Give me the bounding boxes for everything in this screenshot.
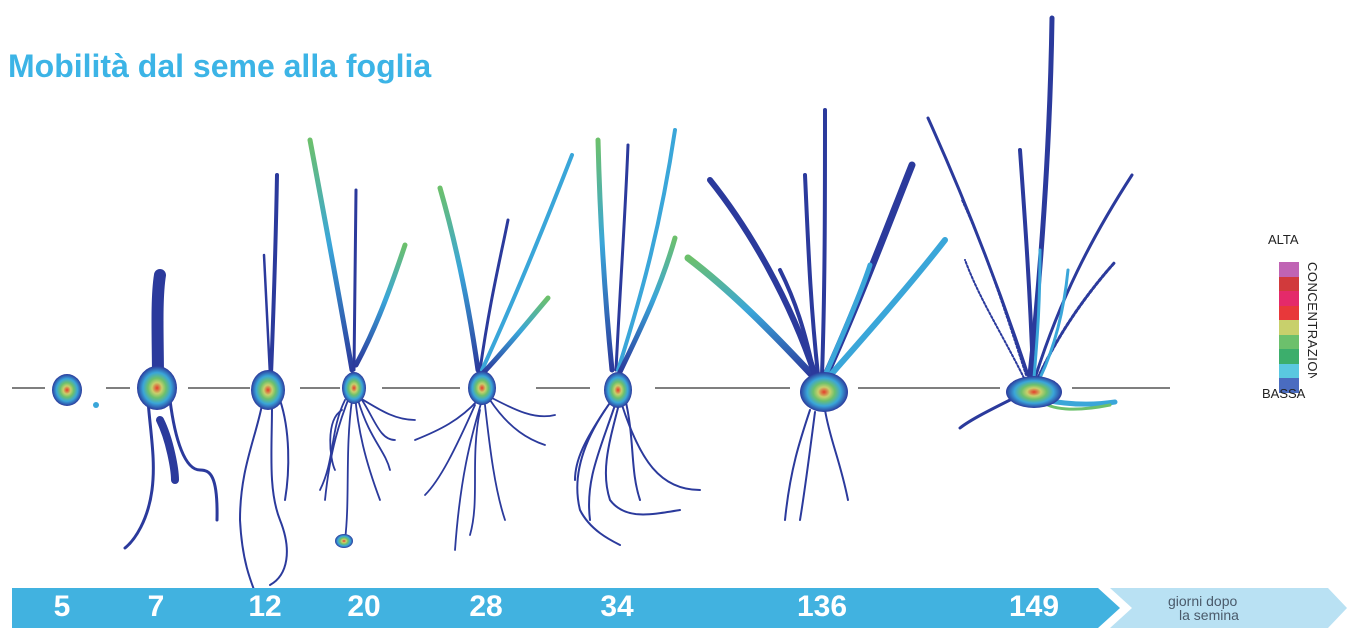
day-label: 5	[53, 590, 71, 623]
day-label: 28	[469, 590, 503, 623]
legend-high-label: ALTA	[1268, 232, 1299, 247]
legend-low-label: BASSA	[1262, 386, 1306, 401]
plant-day-7	[123, 269, 219, 550]
timeline-caption-arrow	[1110, 588, 1347, 628]
concentration-legend: ALTA CONCENTRAZIONE BASSA	[1262, 230, 1342, 410]
plant-day-28	[414, 153, 574, 551]
timeline-days-arrow	[12, 588, 1120, 628]
legend-swatch	[1279, 291, 1299, 306]
legend-swatch	[1279, 305, 1299, 320]
plant-day-34	[574, 128, 701, 546]
legend-axis-label: CONCENTRAZIONE	[1306, 262, 1320, 378]
legend-swatch	[1279, 262, 1299, 277]
day-label: 20	[347, 590, 381, 623]
timeline-caption: giorni dopo la semina	[1168, 594, 1318, 622]
timeline-caption-line2: la semina	[1179, 607, 1239, 623]
day-label: 12	[248, 590, 282, 623]
legend-swatch	[1279, 276, 1299, 291]
plant-day-12	[238, 173, 290, 601]
plant-day-5	[52, 374, 99, 408]
day-label: 34	[600, 590, 634, 623]
plant-day-149	[926, 15, 1134, 430]
timeline-caption-line1: giorni dopo	[1168, 593, 1238, 609]
plant-day-20	[307, 137, 416, 548]
legend-swatch	[1279, 363, 1299, 378]
day-label: 149	[1008, 590, 1060, 623]
legend-swatch	[1279, 334, 1299, 349]
legend-swatch	[1279, 349, 1299, 364]
legend-color-scale	[1279, 262, 1299, 393]
legend-swatch	[1279, 378, 1299, 393]
plant-day-136	[684, 108, 948, 521]
page-title: Mobilità dal seme alla foglia	[8, 48, 432, 84]
legend-swatch	[1279, 320, 1299, 335]
day-label: 136	[796, 590, 848, 623]
day-label: 7	[147, 590, 165, 623]
timeline-bar	[12, 588, 1347, 628]
